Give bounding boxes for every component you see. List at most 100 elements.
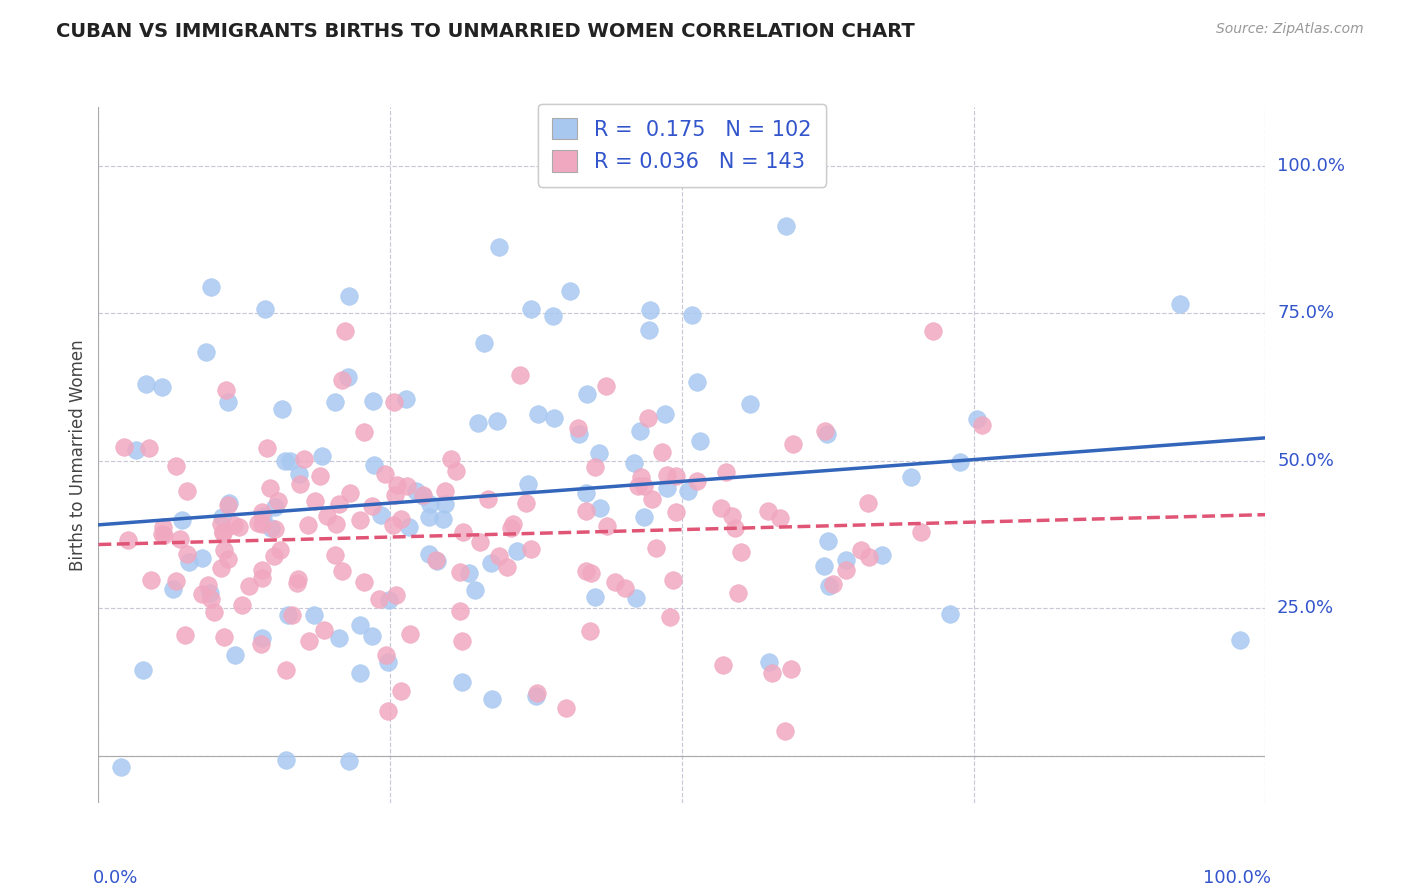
Point	[520, 541, 543, 556]
Point	[377, 704, 399, 718]
Point	[246, 516, 269, 530]
Point	[502, 516, 524, 531]
Point	[575, 485, 598, 500]
Point	[939, 607, 962, 622]
Point	[267, 493, 290, 508]
Point	[630, 470, 652, 484]
Point	[661, 573, 683, 587]
Point	[252, 517, 274, 532]
Point	[263, 549, 285, 563]
Point	[835, 563, 858, 577]
Point	[432, 512, 454, 526]
Point	[264, 522, 287, 536]
Point	[434, 483, 457, 498]
Point	[259, 481, 281, 495]
Point	[595, 518, 617, 533]
Point	[252, 509, 274, 524]
Point	[515, 496, 537, 510]
Point	[250, 563, 273, 577]
Point	[775, 219, 797, 233]
Point	[217, 498, 239, 512]
Point	[761, 666, 783, 681]
Point	[332, 373, 354, 387]
Point	[250, 571, 273, 585]
Point	[382, 394, 405, 409]
Point	[278, 454, 301, 468]
Point	[222, 518, 245, 533]
Point	[782, 437, 804, 451]
Point	[769, 511, 792, 525]
Legend: R =  0.175   N = 102, R = 0.036   N = 143: R = 0.175 N = 102, R = 0.036 N = 143	[537, 103, 827, 186]
Point	[817, 534, 839, 549]
Point	[658, 610, 681, 624]
Point	[231, 598, 253, 612]
Text: 50.0%: 50.0%	[1277, 452, 1334, 470]
Point	[567, 421, 589, 435]
Text: CUBAN VS IMMIGRANTS BIRTHS TO UNMARRIED WOMEN CORRELATION CHART: CUBAN VS IMMIGRANTS BIRTHS TO UNMARRIED …	[56, 22, 915, 41]
Point	[165, 574, 187, 588]
Point	[479, 556, 502, 570]
Point	[481, 692, 503, 706]
Point	[212, 526, 235, 541]
Point	[638, 323, 661, 337]
Point	[633, 510, 655, 524]
Point	[644, 541, 666, 555]
Point	[1170, 297, 1192, 311]
Point	[949, 455, 972, 469]
Point	[425, 553, 447, 567]
Point	[368, 591, 391, 606]
Point	[389, 512, 412, 526]
Point	[110, 760, 132, 774]
Point	[588, 446, 610, 460]
Point	[623, 456, 645, 470]
Point	[412, 489, 434, 503]
Point	[374, 467, 396, 482]
Point	[339, 486, 361, 500]
Point	[370, 508, 392, 522]
Point	[654, 407, 676, 421]
Point	[851, 542, 873, 557]
Point	[191, 551, 214, 566]
Point	[325, 516, 347, 531]
Point	[200, 591, 222, 606]
Point	[575, 504, 598, 518]
Point	[527, 407, 550, 421]
Point	[418, 510, 440, 524]
Point	[152, 527, 174, 541]
Point	[583, 460, 606, 475]
Point	[385, 478, 408, 492]
Point	[689, 434, 711, 448]
Point	[714, 465, 737, 479]
Point	[382, 517, 405, 532]
Point	[655, 468, 678, 483]
Point	[297, 518, 319, 533]
Point	[449, 604, 471, 618]
Point	[509, 368, 531, 382]
Point	[399, 627, 422, 641]
Point	[595, 379, 617, 393]
Point	[426, 554, 449, 568]
Point	[228, 520, 250, 534]
Point	[323, 548, 346, 562]
Point	[710, 501, 733, 516]
Point	[970, 418, 993, 433]
Point	[150, 380, 173, 394]
Point	[330, 564, 353, 578]
Point	[211, 525, 233, 540]
Point	[756, 503, 779, 517]
Point	[179, 555, 201, 569]
Point	[818, 579, 841, 593]
Point	[169, 532, 191, 546]
Point	[302, 607, 325, 622]
Point	[125, 443, 148, 458]
Point	[543, 411, 565, 425]
Point	[361, 629, 384, 643]
Point	[418, 547, 440, 561]
Point	[269, 543, 291, 558]
Point	[152, 520, 174, 534]
Point	[520, 301, 543, 316]
Point	[292, 452, 315, 467]
Point	[575, 564, 598, 578]
Point	[274, 753, 297, 767]
Point	[835, 553, 858, 567]
